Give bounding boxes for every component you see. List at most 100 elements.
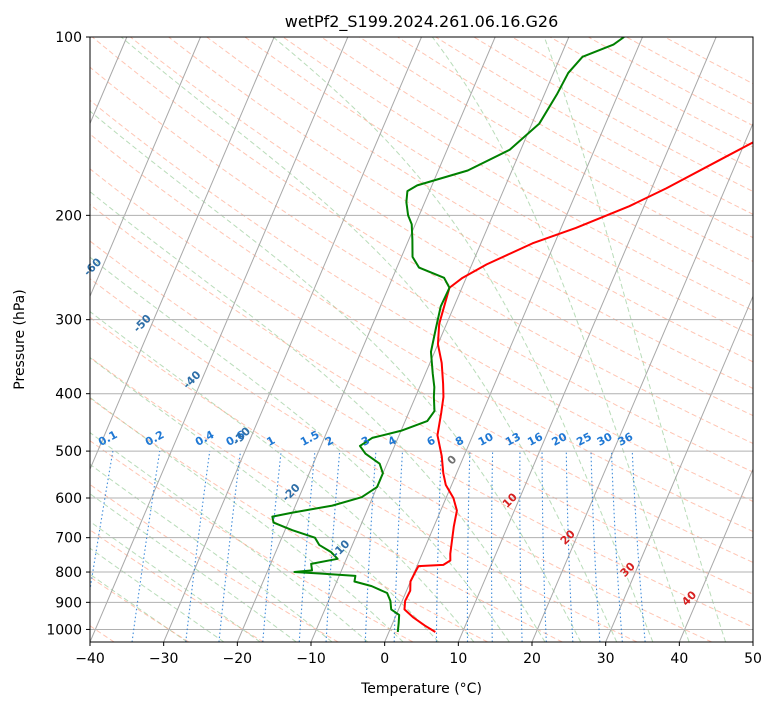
chart-title: wetPf2_S199.2024.261.06.16.G26: [285, 12, 559, 32]
isotherm: [163, 37, 422, 642]
x-tick-label: 20: [523, 651, 541, 667]
isotherm: [531, 122, 753, 642]
mixing-ratio-label: 0.2: [143, 428, 166, 449]
y-tick-label: 1000: [46, 622, 82, 638]
y-tick-label: 700: [55, 531, 82, 547]
mixing-ratio-label: 1: [264, 434, 277, 449]
dry-adiabat: [90, 168, 753, 563]
moist-adiabat: [90, 573, 188, 642]
mixing-ratio-label: 16: [525, 430, 545, 449]
dry-adiabat: [90, 66, 753, 473]
moist-adiabat: [431, 37, 690, 642]
y-tick-label: 900: [55, 595, 82, 611]
moist-adiabat: [90, 520, 261, 642]
dry-adiabat: [90, 316, 638, 642]
mixing-ratio-line: [631, 451, 646, 642]
moist-adiabat: [90, 191, 546, 642]
mixing-ratio-line: [491, 451, 494, 642]
isotherm: [678, 467, 753, 642]
moist-adiabat: [90, 256, 510, 642]
moist-adiabat: [90, 110, 582, 642]
dry-adiabat: [90, 240, 753, 628]
dry-adiabat: [90, 203, 753, 595]
mixing-ratio-label: 2: [323, 434, 336, 449]
mixing-ratio-label: 0.4: [193, 428, 217, 449]
isotherm: [605, 295, 753, 642]
dry-adiabat: [90, 440, 414, 642]
moist-adiabat-label: 0: [445, 452, 460, 467]
temperature-line: [403, 141, 753, 633]
isotherm: [457, 37, 717, 642]
y-tick-label: 800: [55, 565, 82, 581]
dry-adiabat: [664, 37, 753, 85]
x-tick-label: 10: [449, 651, 467, 667]
dry-adiabat-label: -60: [81, 255, 104, 278]
mixing-ratio-line: [131, 451, 161, 642]
moist-adiabat-label: 20: [558, 527, 578, 547]
x-tick-label: 0: [380, 651, 389, 667]
y-tick-label: 300: [55, 313, 82, 329]
x-tick-label: −20: [223, 651, 253, 667]
mixing-ratio-line: [466, 451, 471, 642]
dry-adiabat: [168, 37, 753, 389]
moist-adiabat: [90, 431, 369, 642]
moist-adiabat: [272, 37, 654, 642]
axis-ticks: −40 −30 −20 −10 0 10 20 30 40 5010020030040050060…: [46, 30, 762, 667]
moist-adiabat: [90, 493, 297, 642]
moist-adiabat: [90, 310, 475, 642]
x-axis-label: Temperature (°C): [360, 681, 482, 697]
mixing-ratio-label: 1.5: [298, 428, 321, 449]
y-tick-label: 500: [55, 444, 82, 460]
x-tick-label: −10: [296, 651, 326, 667]
dry-adiabat-label: -40: [180, 368, 203, 391]
dry-adiabat: [90, 397, 488, 642]
dry-adiabat: [90, 133, 753, 533]
x-tick-label: −30: [149, 651, 179, 667]
mixing-ratio-label: 20: [550, 430, 570, 449]
isotherm: [90, 37, 201, 298]
mixing-ratio-line: [590, 451, 601, 642]
isotherm: [310, 37, 570, 642]
x-tick-label: 40: [670, 651, 688, 667]
y-tick-label: 200: [55, 208, 82, 224]
mixing-ratio-label: 36: [616, 430, 636, 449]
moist-adiabat: [90, 357, 439, 642]
y-tick-label: 400: [55, 387, 82, 403]
moist-adiabat: [543, 37, 727, 642]
moist-adiabat-label: 40: [679, 588, 699, 608]
dry-adiabat: [206, 37, 753, 363]
moist-adiabat-label: 10: [500, 490, 520, 510]
mixing-ratio-line: [185, 451, 211, 642]
mixing-ratio-line: [298, 451, 316, 642]
plot-frame: [89, 36, 754, 643]
moist-adiabat: [120, 37, 618, 642]
background-lines: [90, 37, 753, 642]
dry-adiabat: [90, 483, 339, 642]
x-tick-label: −40: [75, 651, 105, 667]
isotherm: [384, 37, 643, 642]
mixing-ratio-label: 13: [503, 430, 523, 449]
dry-adiabat: [90, 576, 190, 642]
y-tick-label: 100: [55, 30, 82, 46]
dry-adiabat-label: -50: [131, 312, 154, 335]
dry-adiabat: [282, 37, 753, 312]
y-tick-label: 600: [55, 491, 82, 507]
isotherm: [90, 37, 349, 642]
moist-adiabat: [90, 547, 225, 642]
dry-adiabat: [90, 356, 563, 642]
y-axis-label: Pressure (hPa): [12, 289, 28, 389]
isotherm: [236, 37, 496, 642]
mixing-ratio-line: [218, 451, 242, 642]
profile-series: [271, 37, 753, 633]
mixing-ratio-line: [610, 451, 623, 642]
isotherm: [752, 640, 753, 642]
dry-adiabat: [511, 37, 753, 170]
mixing-ratio-label: 8: [453, 434, 466, 449]
isopleth-labels: 0.1 0.2 0.4 0.6 1 1.5 2 3 4 6 8 10 13 16 20 25 30 36-60-5…: [81, 255, 699, 608]
mixing-ratio-label: 10: [476, 430, 496, 449]
isotherm: [90, 37, 275, 471]
dry-adiabat: [90, 278, 712, 642]
dry-adiabat: [90, 529, 264, 642]
mixing-ratio-label: 25: [574, 430, 594, 449]
x-tick-label: 30: [597, 651, 615, 667]
